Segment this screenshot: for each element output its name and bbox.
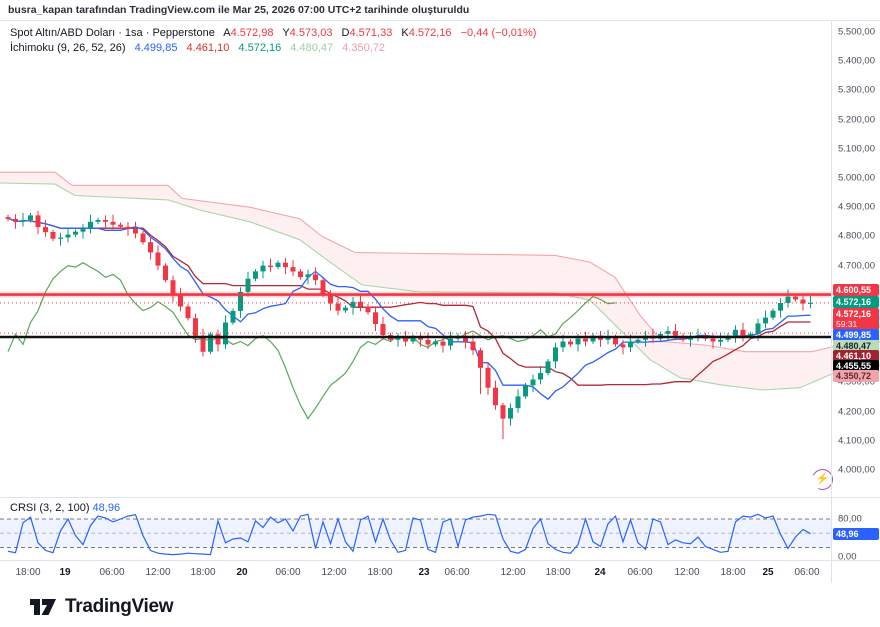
price-axis-label: 5.400,00 (838, 55, 875, 67)
crsi-current-value: 48,96 (92, 502, 121, 514)
senkou-b-line (0, 171, 880, 353)
time-axis-label: 18:00 (190, 567, 216, 578)
time-axis-label: 23 (418, 567, 430, 578)
ichimoku-title[interactable]: İchimoku (9, 26, 52, 26) (10, 42, 126, 54)
candle-series (5, 210, 813, 440)
time-axis-label: 18:00 (367, 567, 393, 578)
crsi-title[interactable]: CRSI (3, 2, 100) (10, 502, 90, 514)
change-value: −0,44 (−0,01%) (460, 27, 537, 39)
price-axis-label: 5.000,00 (838, 172, 875, 184)
symbol-legend-row[interactable]: Spot Altın/ABD Doları · 1sa · Pepperston… (10, 26, 536, 40)
countdown-timer: 59:31 (836, 319, 858, 329)
kijun-sen-line (7, 217, 811, 386)
price-badge[interactable]: 4.455,55 (833, 360, 879, 372)
time-axis-label: 19 (59, 567, 71, 578)
price-axis[interactable]: 5.500,00 5.400,00 5.300,00 5.200,00 5.100,00… (833, 20, 880, 583)
time-axis[interactable]: 18:00 19 06:00 12:00 18:00 20 06:00 12:00 18:00 2… (0, 563, 831, 583)
open-value: 4.572,98 (230, 27, 274, 39)
time-axis-label: 06:00 (627, 567, 653, 578)
close-value: 4.572,16 (408, 27, 452, 39)
price-axis-label: 4.800,00 (838, 230, 875, 242)
price-axis-label: 4.100,00 (838, 435, 875, 447)
time-axis-label: 06:00 (99, 567, 125, 578)
price-axis-label: 5.300,00 (838, 84, 875, 96)
chikou-span-line (7, 262, 616, 420)
price-badge[interactable]: 4.572,16 59:31 (833, 308, 879, 330)
time-axis-label: 18:00 (545, 567, 571, 578)
senkou-a-value: 4.480,47 (290, 42, 334, 54)
pane-divider[interactable] (0, 497, 880, 498)
time-axis-label: 06:00 (275, 567, 301, 578)
time-axis-label: 18:00 (720, 567, 746, 578)
price-axis-label: 4.700,00 (838, 260, 875, 272)
chart-legend: Spot Altın/ABD Doları · 1sa · Pepperston… (10, 26, 536, 56)
low-label: D (341, 27, 350, 39)
time-axis-label: 06:00 (444, 567, 470, 578)
logo-bar: TradingView (0, 583, 880, 627)
price-badge[interactable]: 4.461,10 (833, 350, 879, 362)
tradingview-logo[interactable]: TradingView (30, 596, 174, 618)
price-axis-label: 4.200,00 (838, 406, 875, 418)
axis-divider (0, 560, 880, 561)
time-axis-label: 12:00 (321, 567, 347, 578)
tradingview-logo-text: TradingView (65, 596, 174, 617)
kijun-value: 4.461,10 (186, 42, 230, 54)
time-axis-label: 25 (762, 567, 774, 578)
tenkan-sen-line (7, 217, 811, 401)
price-badge[interactable]: 4.480,47 (833, 340, 879, 352)
price-badge[interactable]: 4.350,72 (833, 370, 879, 382)
low-value: 4.571,33 (349, 27, 393, 39)
time-axis-label: 24 (594, 567, 606, 578)
ichimoku-legend-row[interactable]: İchimoku (9, 26, 52, 26) 4.499,85 4.461,… (10, 41, 536, 55)
time-axis-label: 12:00 (145, 567, 171, 578)
crsi-axis-label: 0,00 (838, 551, 857, 563)
crsi-line (7, 513, 811, 556)
open-label: A (223, 27, 231, 39)
time-axis-label: 12:00 (674, 567, 700, 578)
crsi-legend-row[interactable]: CRSI (3, 2, 100) 48,96 (10, 502, 120, 514)
ichimoku-cloud (0, 172, 880, 390)
chart-canvas[interactable] (0, 0, 880, 583)
price-axis-label: 4.900,00 (838, 201, 875, 213)
time-axis-label: 06:00 (794, 567, 820, 578)
price-badge[interactable]: 4.499,85 (833, 329, 879, 341)
price-axis-label: 5.500,00 (838, 26, 875, 38)
tenkan-value: 4.499,85 (134, 42, 178, 54)
tradingview-logo-icon (30, 599, 56, 615)
chikou-value: 4.572,16 (238, 42, 282, 54)
time-axis-label: 18:00 (15, 567, 41, 578)
time-axis-label: 20 (236, 567, 248, 578)
price-axis-label: 4.000,00 (838, 464, 875, 476)
close-label: K (401, 27, 409, 39)
price-axis-label: 5.200,00 (838, 114, 875, 126)
symbol-title[interactable]: Spot Altın/ABD Doları · 1sa · Pepperston… (10, 27, 215, 39)
price-axis-divider (831, 20, 832, 583)
high-value: 4.573,03 (289, 27, 333, 39)
top-divider (0, 20, 880, 21)
attribution-text: busra_kapan tarafından TradingView.com i… (8, 4, 470, 16)
high-label: Y (282, 27, 290, 39)
senkou-a-line (0, 182, 880, 391)
senkou-b-value: 4.350,72 (342, 42, 386, 54)
price-axis-label: 5.100,00 (838, 143, 875, 155)
price-badge[interactable]: 48,96 (833, 528, 879, 540)
price-badge[interactable]: 4.572,16 (833, 296, 879, 308)
crsi-axis-label: 80,00 (838, 513, 862, 525)
time-axis-label: 12:00 (500, 567, 526, 578)
price-badge[interactable]: 4.600,55 (833, 284, 879, 296)
price-axis-label: 4.300,00 (838, 376, 875, 388)
